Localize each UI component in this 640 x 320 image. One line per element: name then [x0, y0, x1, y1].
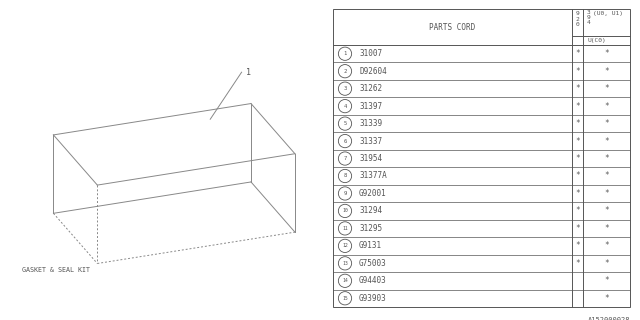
Text: *: * [604, 276, 609, 285]
Text: G94403: G94403 [359, 276, 387, 285]
Text: *: * [575, 241, 580, 250]
Text: G9131: G9131 [359, 241, 382, 250]
Text: 6: 6 [344, 139, 347, 144]
Text: 11: 11 [342, 226, 348, 231]
Text: 31337: 31337 [359, 137, 382, 146]
Text: *: * [575, 137, 580, 146]
Text: (U0, U1): (U0, U1) [593, 11, 623, 16]
Text: 9: 9 [344, 191, 347, 196]
Text: G75003: G75003 [359, 259, 387, 268]
Text: *: * [604, 137, 609, 146]
Text: PARTS CORD: PARTS CORD [429, 22, 476, 31]
Text: *: * [604, 259, 609, 268]
Text: 14: 14 [342, 278, 348, 283]
Text: 1: 1 [344, 51, 347, 56]
Text: *: * [604, 154, 609, 163]
Text: 31295: 31295 [359, 224, 382, 233]
Text: *: * [604, 67, 609, 76]
Text: *: * [575, 119, 580, 128]
Text: *: * [604, 206, 609, 215]
Text: G92001: G92001 [359, 189, 387, 198]
Text: D92604: D92604 [359, 67, 387, 76]
Text: 15: 15 [342, 296, 348, 301]
Text: 1: 1 [246, 68, 252, 77]
Text: U(C0): U(C0) [587, 38, 605, 43]
Text: *: * [575, 206, 580, 215]
Text: *: * [604, 172, 609, 180]
Text: *: * [575, 172, 580, 180]
Text: 5: 5 [344, 121, 347, 126]
Text: *: * [604, 102, 609, 111]
Text: *: * [575, 154, 580, 163]
Text: 2: 2 [575, 17, 579, 22]
Text: A152000028: A152000028 [588, 317, 630, 320]
Text: *: * [604, 84, 609, 93]
Text: 7: 7 [344, 156, 347, 161]
Text: 13: 13 [342, 261, 348, 266]
Text: 31377A: 31377A [359, 172, 387, 180]
Text: *: * [604, 241, 609, 250]
Text: 0: 0 [575, 22, 579, 27]
Text: *: * [575, 102, 580, 111]
Text: *: * [604, 224, 609, 233]
Text: 31397: 31397 [359, 102, 382, 111]
Text: *: * [575, 189, 580, 198]
Text: *: * [575, 224, 580, 233]
Text: GASKET & SEAL KIT: GASKET & SEAL KIT [22, 267, 90, 273]
Text: 4: 4 [587, 20, 591, 25]
Text: *: * [604, 49, 609, 58]
Text: 31262: 31262 [359, 84, 382, 93]
Text: 31007: 31007 [359, 49, 382, 58]
Text: 12: 12 [342, 244, 348, 248]
Text: *: * [575, 259, 580, 268]
Text: 4: 4 [344, 104, 347, 108]
Text: *: * [604, 189, 609, 198]
Text: *: * [604, 294, 609, 303]
Text: 3: 3 [344, 86, 347, 91]
Text: 10: 10 [342, 208, 348, 213]
Text: 9: 9 [575, 11, 579, 16]
Text: 2: 2 [344, 69, 347, 74]
Text: 31294: 31294 [359, 206, 382, 215]
Text: *: * [575, 49, 580, 58]
Text: 3: 3 [587, 10, 591, 15]
Text: *: * [575, 67, 580, 76]
Text: G93903: G93903 [359, 294, 387, 303]
Text: 8: 8 [344, 173, 347, 179]
Bar [333, 9, 630, 307]
Text: *: * [604, 119, 609, 128]
Text: 9: 9 [587, 15, 591, 20]
Text: 31339: 31339 [359, 119, 382, 128]
Text: *: * [575, 84, 580, 93]
Text: 31954: 31954 [359, 154, 382, 163]
